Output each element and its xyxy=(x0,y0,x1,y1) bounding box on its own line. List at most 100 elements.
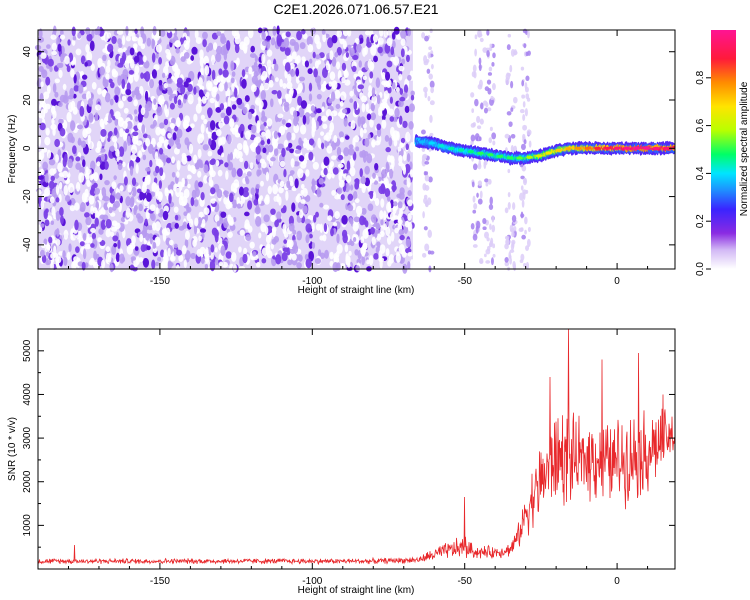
noise-blob xyxy=(229,192,234,203)
noise-blob xyxy=(158,79,163,86)
sparse-noise-blob xyxy=(424,91,428,99)
noise-blob xyxy=(381,169,387,179)
noise-blob xyxy=(260,115,268,123)
sparse-noise-blob xyxy=(486,237,490,242)
noise-blob xyxy=(410,90,415,96)
sparse-noise-blob xyxy=(490,257,494,266)
noise-blob xyxy=(267,144,274,153)
noise-blob xyxy=(72,145,77,155)
noise-blob xyxy=(383,223,388,231)
noise-blob xyxy=(193,224,198,235)
noise-blob xyxy=(206,45,210,53)
noise-blob xyxy=(371,236,376,246)
noise-blob xyxy=(214,247,218,253)
noise-blob xyxy=(142,181,148,188)
noise-blob xyxy=(265,171,270,182)
sparse-noise-blob xyxy=(424,35,430,42)
noise-blob xyxy=(177,99,182,106)
noise-blob xyxy=(184,250,191,261)
noise-blob xyxy=(225,251,232,259)
noise-blob xyxy=(99,173,103,181)
noise-blob xyxy=(84,61,88,67)
noise-blob xyxy=(189,164,196,173)
noise-blob xyxy=(329,251,334,260)
noise-blob xyxy=(184,230,190,240)
sparse-noise-blob xyxy=(472,233,478,241)
sparse-noise-blob xyxy=(507,72,511,77)
noise-blob xyxy=(167,184,174,191)
sparse-noise-blob xyxy=(472,209,477,214)
noise-blob xyxy=(387,86,392,94)
sparse-noise-blob xyxy=(427,95,431,102)
noise-blob xyxy=(292,229,297,236)
noise-blob xyxy=(311,122,317,133)
noise-blob xyxy=(339,100,344,107)
noise-blob xyxy=(408,121,414,130)
noise-blob xyxy=(364,165,370,175)
noise-blob xyxy=(132,134,139,145)
sparse-noise-blob xyxy=(519,109,525,114)
noise-blob xyxy=(167,247,171,257)
noise-blob xyxy=(188,218,194,228)
noise-blob xyxy=(168,193,172,204)
noise-blob xyxy=(330,91,336,102)
sparse-noise-blob xyxy=(527,226,531,233)
sparse-noise-blob xyxy=(524,82,528,90)
noise-blob xyxy=(194,187,200,198)
ridge-bead xyxy=(487,153,494,157)
noise-blob xyxy=(368,255,374,266)
noise-blob xyxy=(232,217,237,223)
noise-blob xyxy=(353,135,360,143)
noise-blob xyxy=(270,243,275,250)
noise-blob xyxy=(158,192,163,203)
noise-blob xyxy=(376,241,381,247)
noise-blob xyxy=(342,26,349,37)
noise-blob xyxy=(255,154,262,160)
sparse-noise-blob xyxy=(487,87,492,95)
noise-blob xyxy=(123,107,129,114)
noise-blob xyxy=(71,39,76,46)
noise-blob xyxy=(371,102,375,112)
noise-blob xyxy=(114,86,121,96)
noise-blob xyxy=(178,225,185,231)
noise-blob xyxy=(288,142,293,148)
noise-blob xyxy=(236,97,243,105)
noise-blob xyxy=(114,118,119,126)
sparse-noise-blob xyxy=(429,80,435,89)
noise-blob xyxy=(204,65,210,76)
spectrogram-frame xyxy=(37,29,676,270)
noise-blob xyxy=(118,100,124,109)
noise-blob xyxy=(323,204,330,210)
noise-blob xyxy=(304,112,311,119)
noise-blob xyxy=(40,108,46,120)
noise-blob xyxy=(207,150,213,157)
noise-blob xyxy=(367,203,374,212)
noise-blob xyxy=(281,32,287,40)
noise-blob xyxy=(260,140,265,146)
noise-blob xyxy=(203,207,210,215)
noise-blob xyxy=(190,196,195,207)
sparse-noise-blob xyxy=(474,34,478,40)
snr-x-ticks: -150 -100 -50 0 xyxy=(37,329,649,587)
noise-blob xyxy=(407,74,412,81)
noise-blob xyxy=(405,54,410,63)
sparse-noise-blob xyxy=(491,132,497,140)
sparse-noise-blob xyxy=(485,248,491,255)
noise-blob xyxy=(340,194,345,201)
sparse-noise-blob xyxy=(513,225,517,232)
noise-blob xyxy=(108,206,113,214)
noise-blob xyxy=(255,183,260,189)
sparse-noise-blob xyxy=(472,163,478,171)
noise-blob xyxy=(209,170,216,178)
noise-blob xyxy=(183,81,189,88)
noise-blob xyxy=(55,184,60,195)
noise-blob xyxy=(400,38,406,46)
noise-blob xyxy=(181,155,188,165)
noise-blob xyxy=(351,65,357,73)
snr-x-tick-label: -100 xyxy=(302,576,322,587)
noise-blob xyxy=(211,87,217,98)
colorbar-label: Normalized spectral amplitude xyxy=(739,81,750,216)
noise-blob xyxy=(380,219,384,226)
noise-blob xyxy=(377,46,383,54)
sparse-noise-blob xyxy=(527,50,531,56)
